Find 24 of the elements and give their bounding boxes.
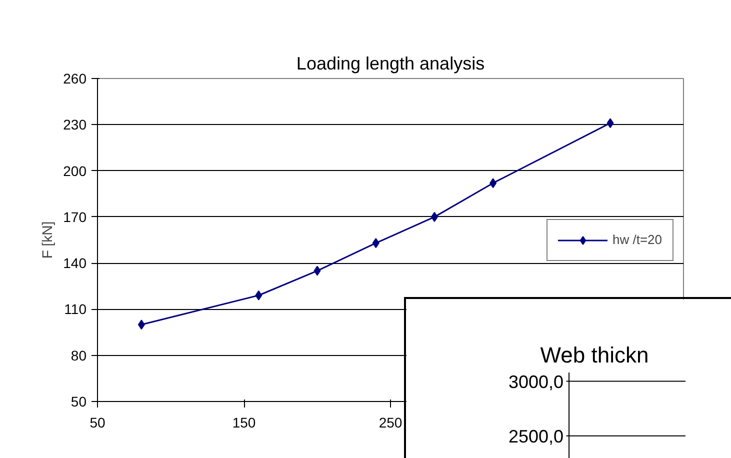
point <box>606 118 614 128</box>
point <box>255 290 262 300</box>
y-tick-label: 140 <box>63 255 87 272</box>
text: Web thickn <box>540 342 649 368</box>
y-tick-label: 230 <box>63 116 87 133</box>
y-tick-label: 170 <box>63 208 87 225</box>
annotation: 3000,0 <box>508 372 564 392</box>
point <box>138 320 145 330</box>
y-tick-label: 200 <box>63 162 87 179</box>
point <box>490 178 497 188</box>
y-tick-label: 260 <box>63 70 87 86</box>
x-tick-label: 150 <box>232 414 256 430</box>
legend-label: hw /t=20 <box>612 232 662 247</box>
y-tick-label: 80 <box>70 347 87 364</box>
y-axis-title: F [kN] <box>39 221 56 259</box>
y-tick-label: 50 <box>70 394 87 410</box>
x-tick-label: 250 <box>378 414 402 430</box>
point <box>430 212 438 222</box>
x-tick-label: 50 <box>90 414 106 430</box>
text: 2500,0 <box>508 426 564 446</box>
point <box>372 238 380 248</box>
point <box>314 266 321 276</box>
y-tick-label: 110 <box>64 301 87 318</box>
chart-title: Loading length analysis <box>296 54 485 74</box>
